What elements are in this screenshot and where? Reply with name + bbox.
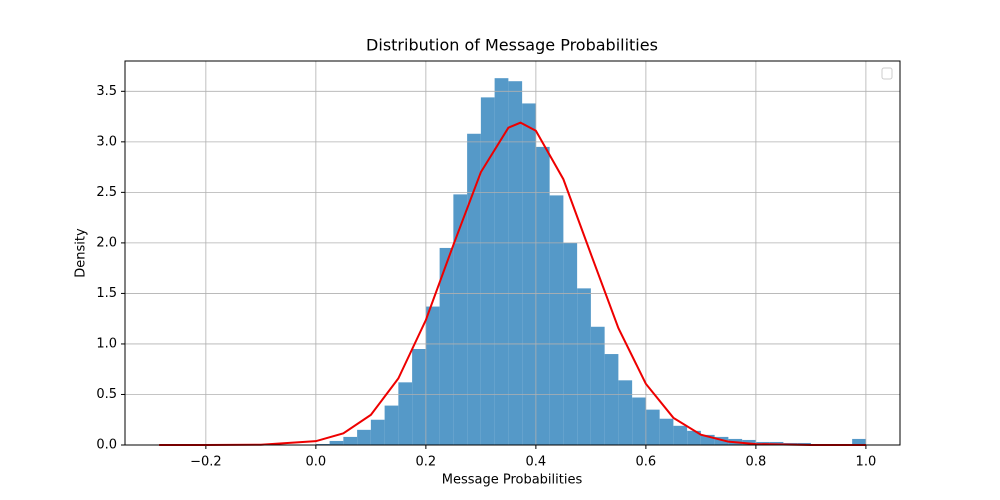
y-tick-label: 3.5 [96,84,117,99]
bar [742,439,756,445]
bar [425,306,440,445]
x-tick-label: 0.6 [636,455,657,470]
x-axis-label: Message Probabilities [442,473,583,488]
bar [357,429,371,445]
bar [604,354,619,445]
bar [687,430,701,445]
bar [398,382,413,445]
x-tick-label: 0.4 [526,455,547,470]
bar [329,440,344,445]
bar [412,349,426,445]
bar [618,380,633,445]
bar [700,434,715,445]
bar [453,194,468,445]
y-tick-label: 2.5 [96,185,117,200]
y-tick-label: 1.0 [96,336,117,351]
chart-title: Distribution of Message Probabilities [366,36,658,55]
y-tick-label: 0.0 [96,438,117,453]
bar [577,288,591,445]
y-tick-label: 1.5 [96,286,117,301]
bar [590,326,605,445]
bar [714,436,729,445]
bar [494,78,509,445]
y-tick-label: 2.0 [96,235,117,250]
bar [645,409,660,445]
bar [673,425,688,445]
bar [508,81,523,446]
y-tick-label: 3.0 [96,134,117,149]
bar [480,97,495,446]
bar [535,146,550,446]
bar [467,133,481,446]
x-tick-label: 1.0 [856,455,877,470]
x-tick-label: 0.8 [746,455,767,470]
y-axis-label: Density [74,228,89,278]
plot-frame [124,60,901,446]
x-tick-label: 0.2 [416,455,437,470]
x-tick-label: −0.2 [190,455,222,470]
bar [659,418,674,445]
x-tick-label: 0.0 [306,455,327,470]
bar [384,405,399,445]
bar [343,436,358,445]
bar [632,397,646,445]
bar [370,419,385,445]
bar [315,443,330,445]
bar [549,195,564,445]
bar [852,438,866,445]
bar [439,247,454,445]
legend-box [881,67,893,80]
y-tick-label: 0.5 [96,387,117,402]
density-curve [159,121,866,446]
bar [522,103,536,445]
